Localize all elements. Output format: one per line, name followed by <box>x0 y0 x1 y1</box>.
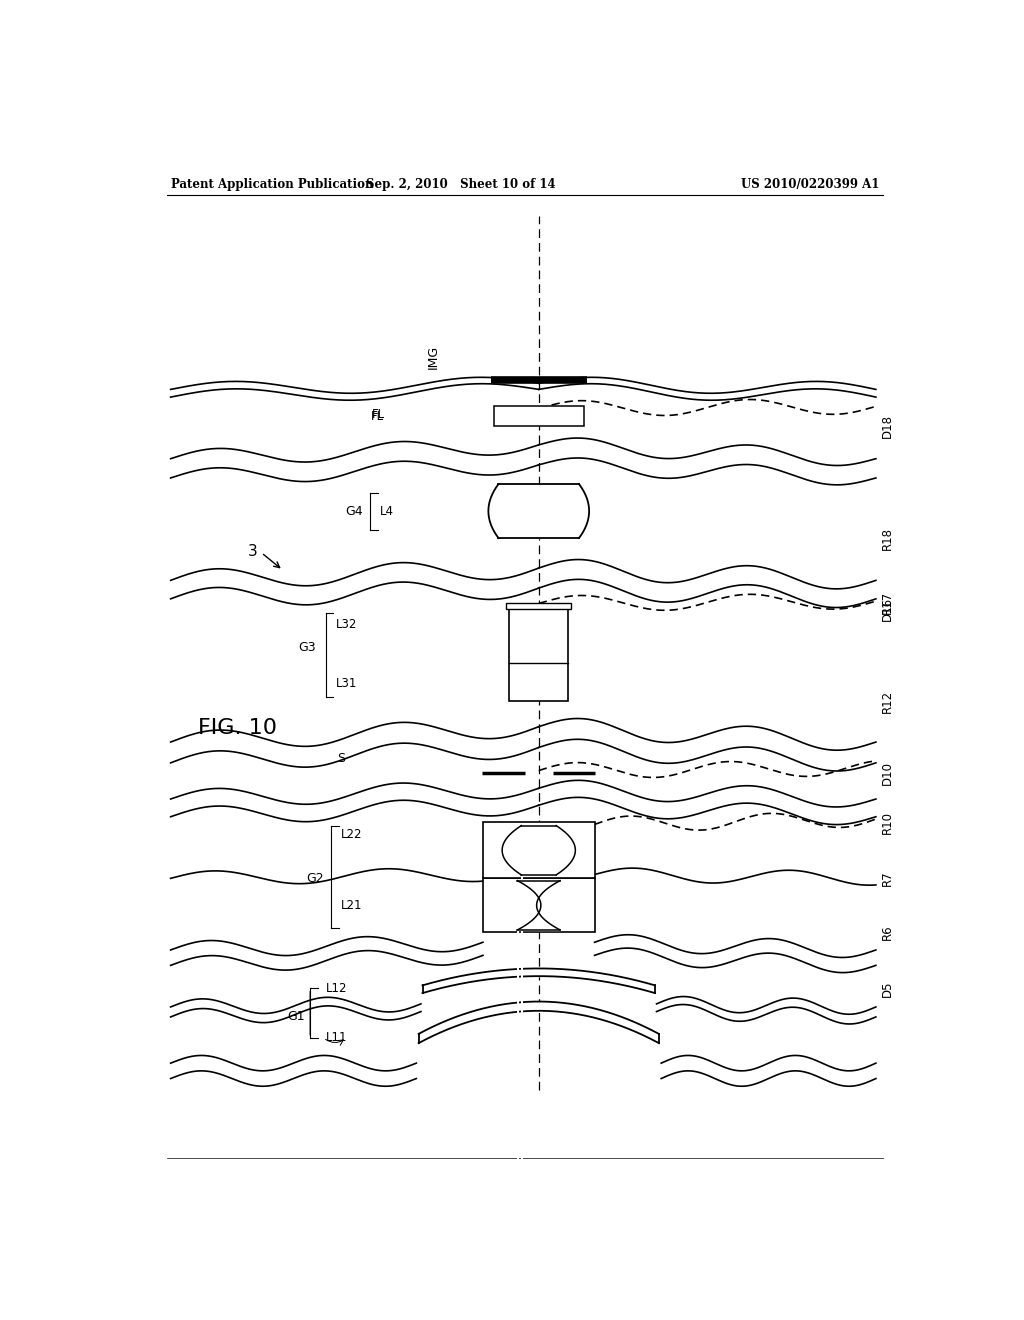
Text: Sep. 2, 2010   Sheet 10 of 14: Sep. 2, 2010 Sheet 10 of 14 <box>367 178 556 190</box>
Text: G2: G2 <box>306 871 324 884</box>
Bar <box>494 407 584 426</box>
Text: R6: R6 <box>882 924 894 940</box>
Bar <box>509 609 568 701</box>
Text: D18: D18 <box>882 414 894 438</box>
Text: R7: R7 <box>882 870 894 886</box>
Text: R17: R17 <box>882 591 894 614</box>
Bar <box>506 603 571 609</box>
Text: L22: L22 <box>341 828 362 841</box>
Text: Patent Application Publication: Patent Application Publication <box>171 178 373 190</box>
Text: R10: R10 <box>882 810 894 834</box>
Text: IMG: IMG <box>426 345 439 370</box>
Text: S: S <box>337 752 345 766</box>
Text: R12: R12 <box>882 689 894 713</box>
Text: L21: L21 <box>341 899 362 912</box>
Text: 3: 3 <box>248 544 258 558</box>
Text: G4: G4 <box>345 504 362 517</box>
Text: L31: L31 <box>336 677 357 690</box>
Text: L11: L11 <box>326 1031 347 1044</box>
Text: R18: R18 <box>882 527 894 549</box>
Text: L32: L32 <box>336 618 357 631</box>
Text: FL: FL <box>371 409 384 422</box>
Text: D10: D10 <box>882 760 894 785</box>
Bar <box>483 878 595 932</box>
Text: D16: D16 <box>882 597 894 620</box>
Text: G3: G3 <box>299 640 316 653</box>
Bar <box>483 822 595 878</box>
Text: FIG. 10: FIG. 10 <box>198 718 276 738</box>
Text: US 2010/0220399 A1: US 2010/0220399 A1 <box>741 178 880 190</box>
Text: L12: L12 <box>326 982 347 995</box>
Text: G1: G1 <box>287 1010 304 1023</box>
Text: FL: FL <box>372 408 385 421</box>
Text: D5: D5 <box>882 981 894 997</box>
Text: L4: L4 <box>380 504 394 517</box>
